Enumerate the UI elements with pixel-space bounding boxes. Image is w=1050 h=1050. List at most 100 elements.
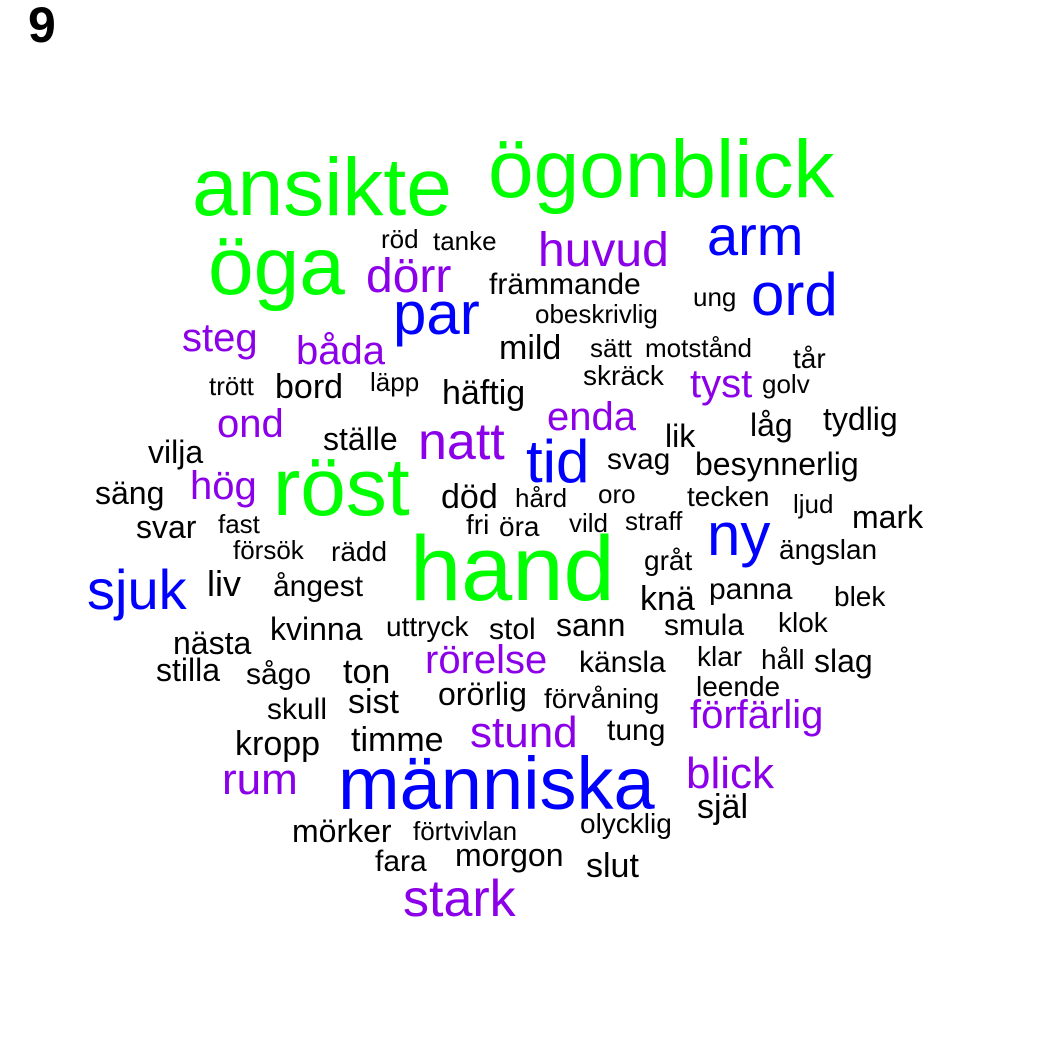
cloud-word: människa <box>338 742 655 825</box>
cloud-word: fast <box>218 509 260 539</box>
cloud-word: stund <box>470 708 578 757</box>
cloud-word: ung <box>693 282 737 312</box>
cloud-word: huvud <box>538 224 669 277</box>
cloud-word: timme <box>351 721 444 759</box>
cloud-word: tung <box>607 714 666 747</box>
cloud-word: fara <box>375 845 427 878</box>
cloud-word: nästa <box>173 625 252 661</box>
cloud-word: sågo <box>246 658 312 691</box>
cloud-word: rum <box>222 755 298 804</box>
cloud-word: tydlig <box>823 401 898 437</box>
cloud-word: blick <box>686 749 775 798</box>
cloud-word: ljud <box>793 489 834 519</box>
cloud-word: röst <box>273 442 410 533</box>
cloud-word: stol <box>489 613 536 646</box>
cloud-word: bord <box>275 368 344 406</box>
cloud-word: motstånd <box>645 333 752 363</box>
cloud-word: panna <box>709 573 793 606</box>
panel-label: 9 <box>28 0 56 53</box>
cloud-word: gråt <box>644 545 693 576</box>
cloud-word: sjuk <box>87 558 187 621</box>
cloud-word: ton <box>343 653 391 691</box>
cloud-word: smula <box>664 609 745 642</box>
cloud-word: olycklig <box>580 808 672 839</box>
cloud-word: öga <box>208 221 345 312</box>
cloud-word: orörlig <box>438 676 527 712</box>
cloud-word: ångest <box>273 570 364 603</box>
cloud-word: klok <box>778 607 828 638</box>
cloud-word: ond <box>217 402 284 446</box>
cloud-word: förfärlig <box>690 693 824 737</box>
cloud-word: besynnerlig <box>695 446 859 482</box>
cloud-word: lik <box>665 418 696 454</box>
cloud-word: ny <box>707 501 771 568</box>
cloud-word: straff <box>625 506 683 536</box>
cloud-word: ställe <box>323 421 398 457</box>
cloud-word: hand <box>410 518 615 620</box>
cloud-word: ansikte <box>192 142 452 233</box>
cloud-word: ögonblick <box>488 124 835 215</box>
cloud-word: sätt <box>590 333 632 363</box>
cloud-word: uttryck <box>386 611 469 642</box>
cloud-word: sann <box>556 607 626 643</box>
cloud-word: själ <box>697 788 749 826</box>
cloud-word: blek <box>834 581 886 612</box>
cloud-word: mild <box>499 329 562 367</box>
cloud-word: knä <box>640 580 695 618</box>
cloud-word: tyst <box>690 362 753 406</box>
cloud-word: försök <box>233 535 304 565</box>
cloud-word: enda <box>547 395 636 439</box>
cloud-word: tid <box>526 428 590 495</box>
cloud-word: rörelse <box>425 638 548 682</box>
cloud-word: sist <box>348 683 399 721</box>
cloud-word: förvåning <box>544 683 660 714</box>
cloud-word: hög <box>190 464 257 508</box>
cloud-word: liv <box>207 563 241 604</box>
cloud-word: häftig <box>442 374 526 412</box>
cloud-word: mark <box>852 499 924 535</box>
cloud-word: vilja <box>148 434 204 470</box>
cloud-word: säng <box>95 475 165 511</box>
cloud-word: slut <box>586 847 639 885</box>
cloud-word: obeskrivlig <box>535 299 658 329</box>
cloud-word: läpp <box>370 367 420 397</box>
cloud-word: steg <box>182 316 258 360</box>
cloud-word: arm <box>707 204 804 267</box>
cloud-word: båda <box>296 329 385 373</box>
cloud-word: kvinna <box>270 611 363 647</box>
cloud-word: dörr <box>366 250 452 303</box>
cloud-word: håll <box>761 644 805 675</box>
cloud-word: tår <box>793 343 826 374</box>
cloud-word: förtvivlan <box>413 816 518 846</box>
cloud-word: morgon <box>455 837 564 873</box>
cloud-word: röd <box>381 224 419 254</box>
cloud-word: par <box>393 280 480 347</box>
cloud-word: ord <box>751 261 838 328</box>
cloud-word: fri <box>466 509 490 540</box>
cloud-word: stilla <box>156 652 221 688</box>
cloud-word: låg <box>750 407 793 443</box>
cloud-word: rädd <box>331 536 388 567</box>
cloud-word: oro <box>598 479 636 509</box>
cloud-word: känsla <box>579 646 666 679</box>
cloud-word: tecken <box>687 481 770 512</box>
cloud-word: död <box>441 478 498 516</box>
cloud-word: öra <box>499 511 540 542</box>
cloud-word: skull <box>267 693 328 726</box>
cloud-word: svar <box>136 509 197 545</box>
cloud-word: klar <box>697 641 743 672</box>
cloud-word: tanke <box>433 226 497 256</box>
cloud-word: golv <box>762 369 810 399</box>
cloud-word: kropp <box>235 725 321 763</box>
cloud-word: leende <box>696 671 781 702</box>
cloud-word: vild <box>569 508 609 538</box>
cloud-word: stark <box>403 870 516 928</box>
cloud-word: trött <box>209 371 254 401</box>
cloud-word: främmande <box>489 268 641 301</box>
cloud-word: natt <box>418 413 505 471</box>
cloud-word: slag <box>814 643 873 679</box>
cloud-word: ängslan <box>779 534 878 565</box>
cloud-word: skräck <box>583 360 664 391</box>
